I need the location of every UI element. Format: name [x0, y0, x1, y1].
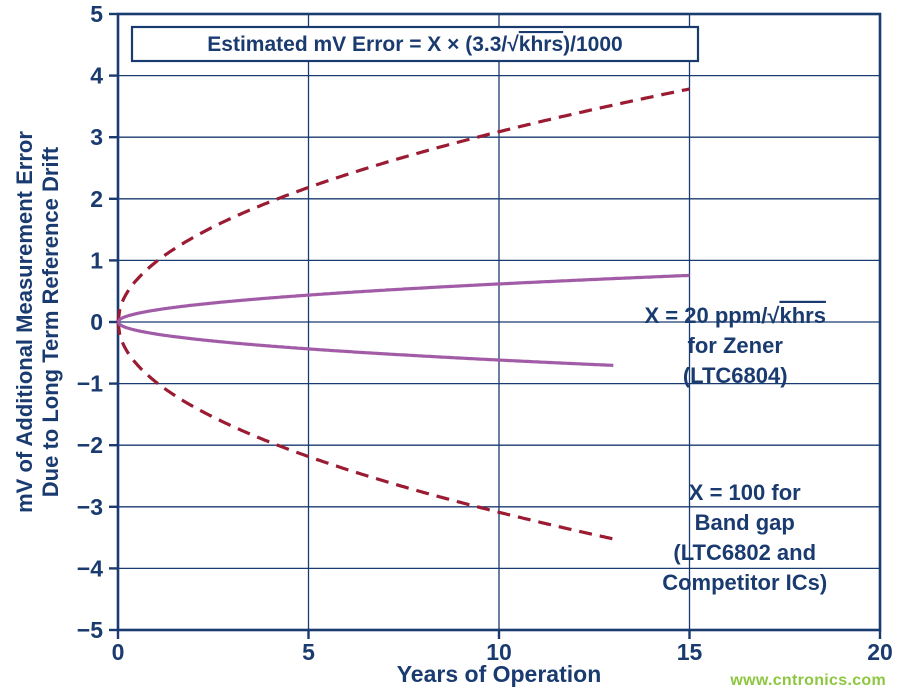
y-tick-label: −1	[77, 371, 103, 397]
axis-ticks	[109, 12, 882, 639]
y-tick-label: 5	[90, 1, 103, 27]
x-tick-label: 5	[302, 639, 315, 665]
y-tick-label: 1	[90, 247, 103, 273]
y-tick-label: 0	[90, 309, 103, 335]
watermark: www.cntronics.com	[730, 672, 886, 689]
y-tick-label: −3	[77, 494, 103, 520]
y-tick-label: 2	[90, 186, 103, 212]
x-tick-label: 15	[677, 639, 703, 665]
y-tick-label: 4	[90, 63, 103, 89]
series-bandgap-upper	[116, 87, 690, 323]
annotation-line: Competitor ICs)	[662, 570, 827, 595]
series-zener-upper	[116, 273, 690, 323]
y-tick-label: −5	[77, 617, 103, 643]
gridlines	[118, 14, 880, 630]
y-tick-label: −4	[77, 555, 103, 581]
series-zener-lower	[116, 321, 614, 367]
series-bandgap-lower	[116, 321, 614, 541]
y-axis-title-line1: mV of Additional Measurement Error	[12, 131, 37, 513]
formula-text: Estimated mV Error = X × (3.3/√khrs)/100…	[207, 33, 622, 56]
y-axis-title-line2: Due to Long Term Reference Drift	[38, 146, 63, 497]
annotation-line: (LTC6804)	[683, 363, 788, 388]
x-tick-label: 10	[486, 639, 512, 665]
annotation-line: Band gap	[695, 510, 795, 535]
formula-box	[130, 25, 700, 63]
annotation-line: X = 100 for	[689, 480, 801, 505]
x-tick-label: 20	[867, 639, 893, 665]
annotation-zener-label: X = 20 ppm/√khrs for Zener (LTC6804)	[644, 303, 825, 388]
x-axis-title: Years of Operation	[397, 661, 602, 687]
series-curves	[116, 87, 690, 541]
x-tick-label: 0	[112, 639, 125, 665]
y-tick-label: 3	[90, 124, 103, 150]
annotation-line: (LTC6802 and	[673, 540, 816, 565]
annotation-bandgap-label: X = 100 for Band gap (LTC6802 and Competito…	[662, 480, 827, 595]
y-tick-label: −2	[77, 432, 103, 458]
annotation-line: for Zener	[688, 333, 784, 358]
annotation-line: X = 20 ppm/√khrs	[644, 303, 825, 328]
